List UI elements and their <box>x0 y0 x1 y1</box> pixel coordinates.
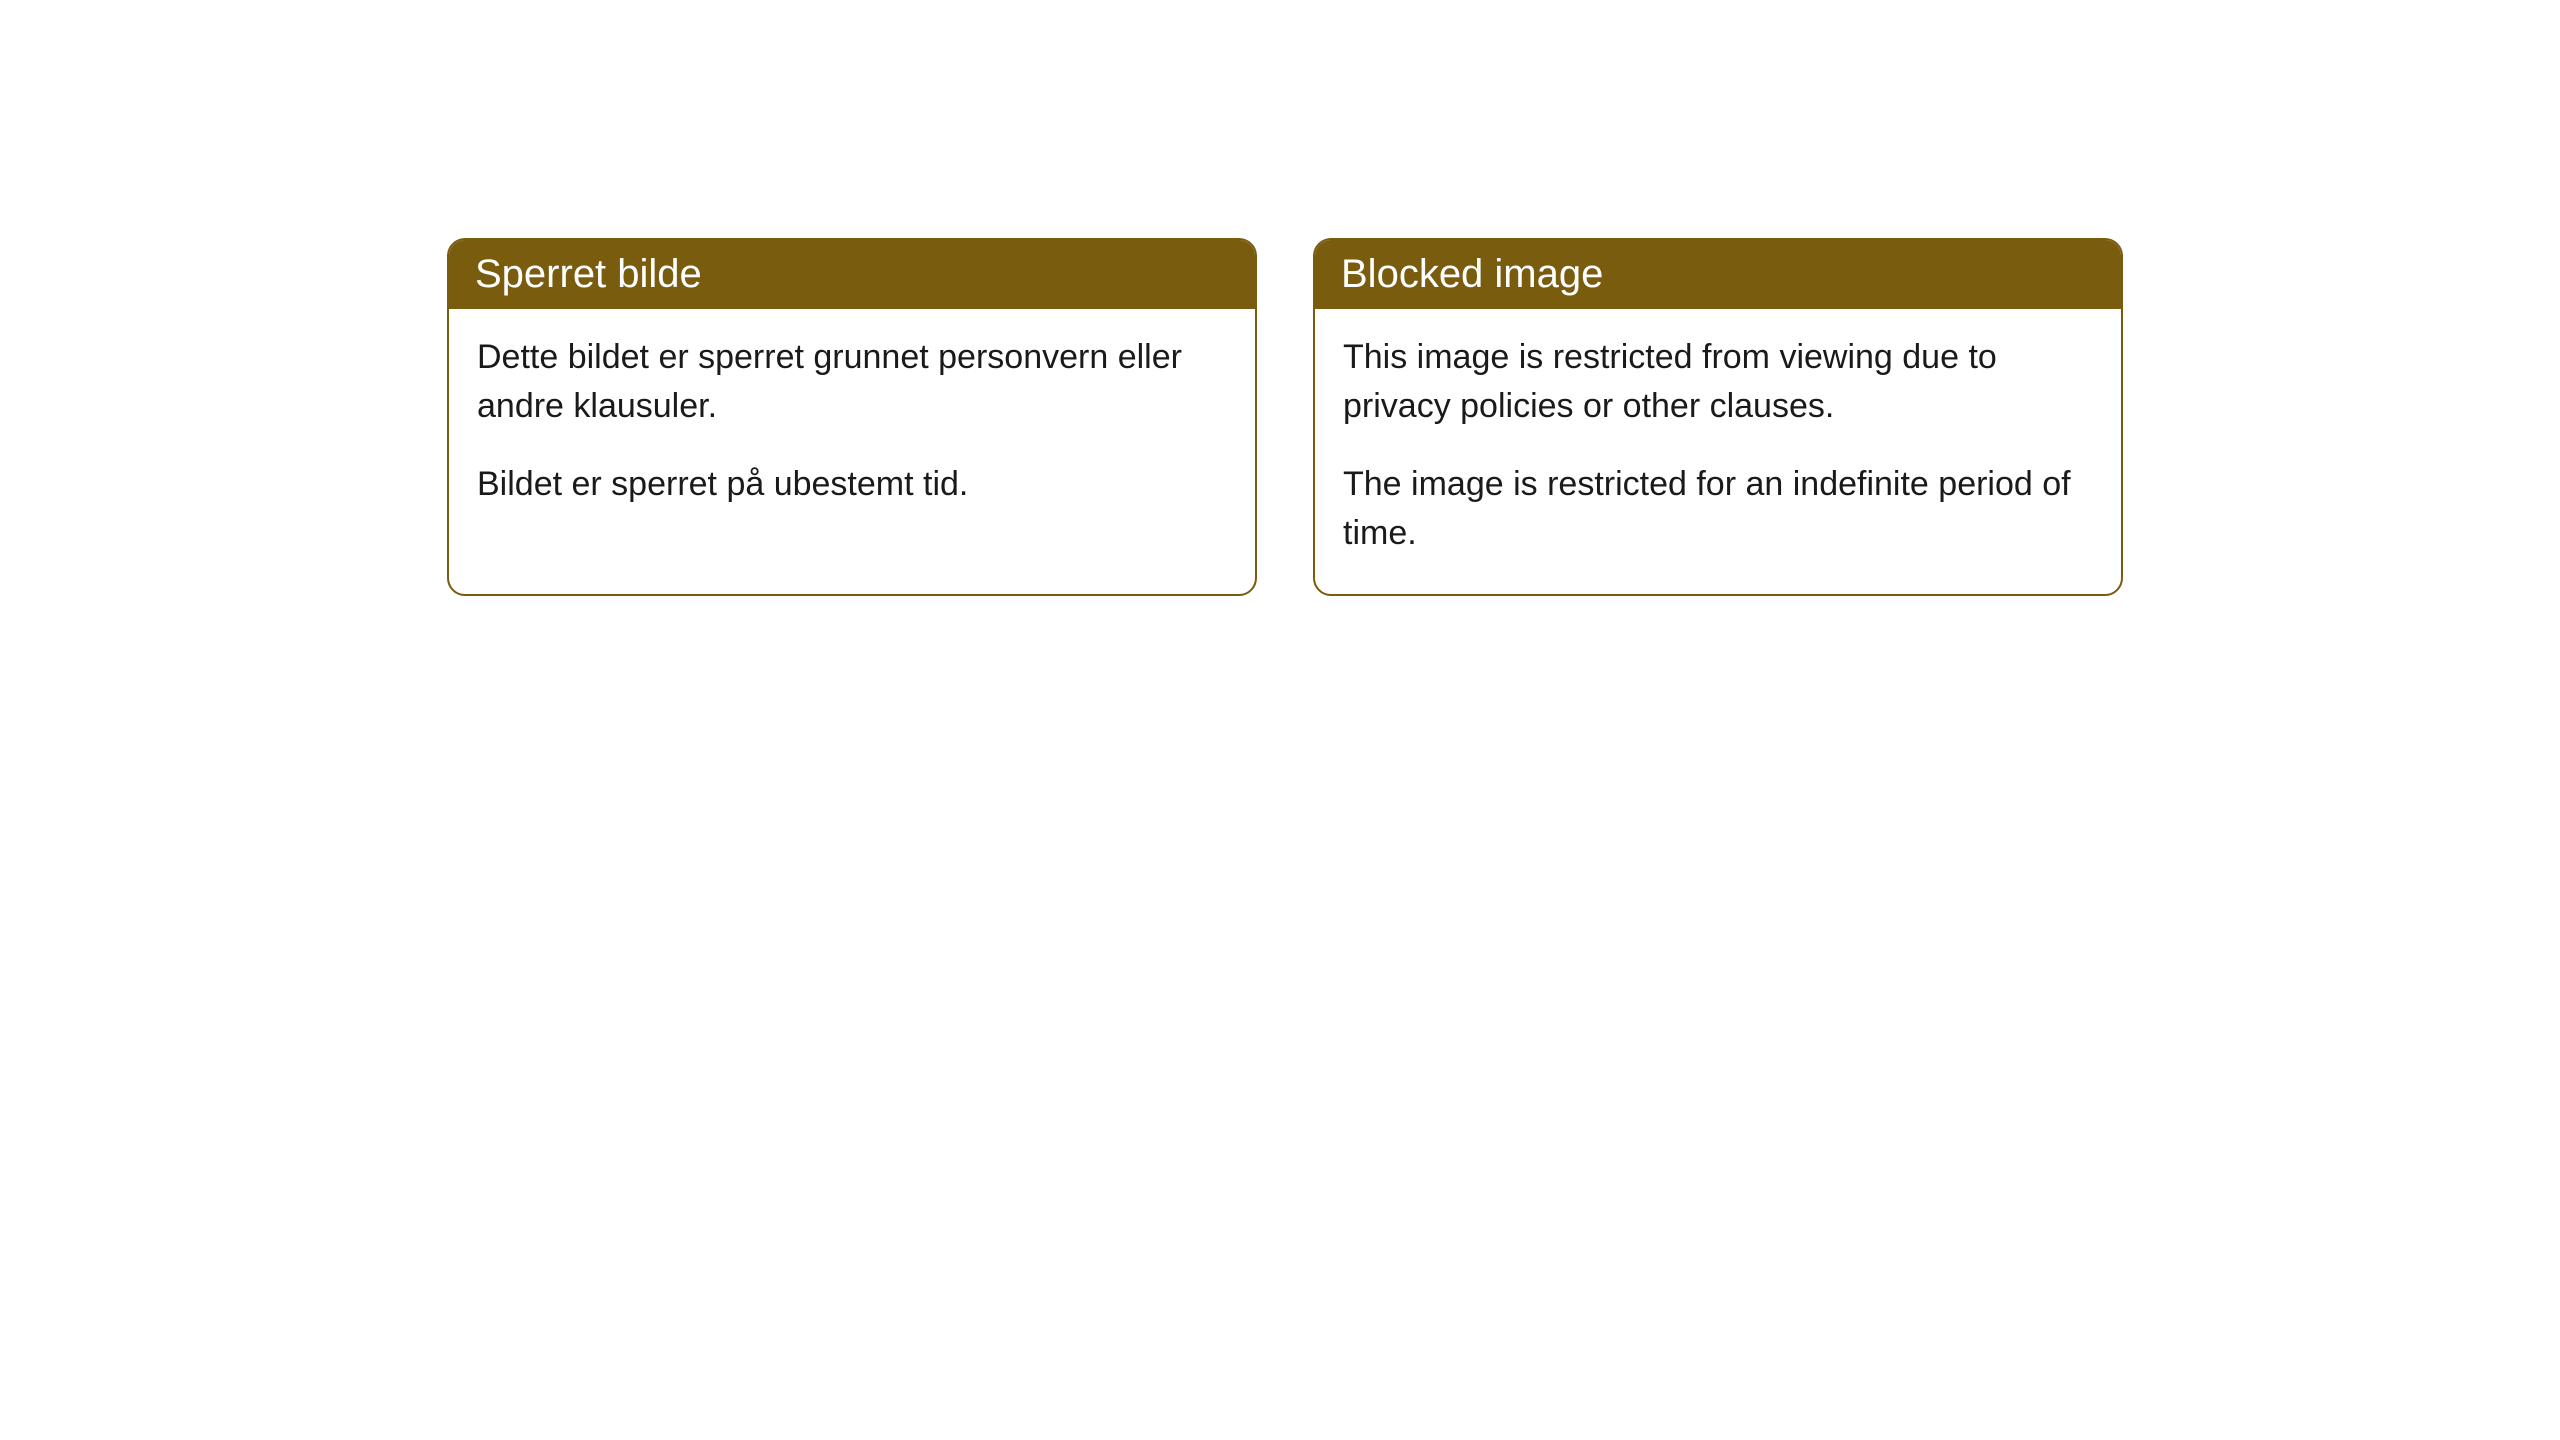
card-paragraph-2-norwegian: Bildet er sperret på ubestemt tid. <box>477 460 1227 509</box>
card-paragraph-1-norwegian: Dette bildet er sperret grunnet personve… <box>477 333 1227 432</box>
card-paragraph-2-english: The image is restricted for an indefinit… <box>1343 460 2093 559</box>
card-header-english: Blocked image <box>1315 240 2121 309</box>
card-body-norwegian: Dette bildet er sperret grunnet personve… <box>449 309 1255 545</box>
card-paragraph-1-english: This image is restricted from viewing du… <box>1343 333 2093 432</box>
card-header-norwegian: Sperret bilde <box>449 240 1255 309</box>
cards-container: Sperret bilde Dette bildet er sperret gr… <box>447 238 2123 596</box>
card-body-english: This image is restricted from viewing du… <box>1315 309 2121 594</box>
card-norwegian: Sperret bilde Dette bildet er sperret gr… <box>447 238 1257 596</box>
card-english: Blocked image This image is restricted f… <box>1313 238 2123 596</box>
